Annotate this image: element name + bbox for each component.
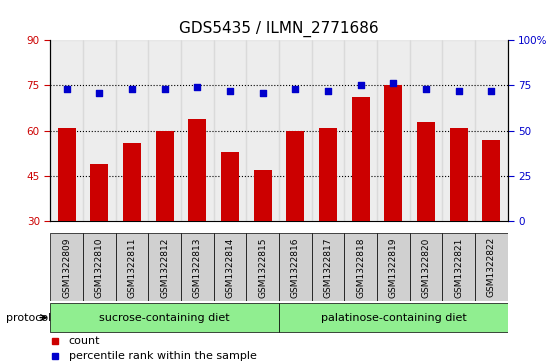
Point: [454, 88, 463, 94]
Bar: [246, 40, 279, 221]
Bar: [417, 122, 435, 221]
Bar: [483, 140, 501, 221]
Text: GSM1322815: GSM1322815: [258, 237, 267, 298]
Point: [160, 86, 169, 92]
Text: GSM1322813: GSM1322813: [193, 237, 202, 298]
Point: [291, 86, 300, 92]
Point: [127, 86, 136, 92]
Text: GSM1322816: GSM1322816: [291, 237, 300, 298]
Bar: [475, 233, 508, 301]
Bar: [442, 233, 475, 301]
Bar: [83, 233, 116, 301]
Point: [487, 88, 496, 94]
Text: GSM1322812: GSM1322812: [160, 237, 169, 298]
Bar: [188, 119, 206, 221]
Text: GSM1322817: GSM1322817: [324, 237, 333, 298]
Text: GSM1322811: GSM1322811: [127, 237, 136, 298]
Text: GSM1322822: GSM1322822: [487, 237, 496, 297]
Bar: [214, 233, 246, 301]
Bar: [279, 40, 312, 221]
Bar: [148, 40, 181, 221]
Bar: [148, 233, 181, 301]
Bar: [352, 97, 370, 221]
Bar: [50, 40, 83, 221]
Text: sucrose-containing diet: sucrose-containing diet: [99, 313, 230, 323]
Bar: [279, 233, 312, 301]
Bar: [116, 233, 148, 301]
Bar: [214, 40, 246, 221]
Bar: [181, 40, 214, 221]
Bar: [116, 40, 148, 221]
Point: [225, 88, 234, 94]
Bar: [319, 128, 337, 221]
Bar: [410, 233, 442, 301]
Bar: [450, 128, 468, 221]
Point: [324, 88, 333, 94]
Bar: [123, 143, 141, 221]
Bar: [279, 303, 508, 333]
Point: [258, 90, 267, 95]
Bar: [83, 40, 116, 221]
Bar: [344, 40, 377, 221]
Text: GSM1322814: GSM1322814: [225, 237, 234, 298]
Text: palatinose-containing diet: palatinose-containing diet: [320, 313, 466, 323]
Bar: [57, 128, 75, 221]
Point: [356, 82, 365, 88]
Bar: [410, 40, 442, 221]
Text: GSM1322821: GSM1322821: [454, 237, 463, 298]
Point: [389, 81, 398, 86]
Bar: [50, 303, 279, 333]
Text: protocol: protocol: [6, 313, 51, 323]
Text: GSM1322820: GSM1322820: [422, 237, 431, 298]
Text: GSM1322809: GSM1322809: [62, 237, 71, 298]
Text: percentile rank within the sample: percentile rank within the sample: [69, 351, 256, 361]
Bar: [377, 40, 410, 221]
Text: count: count: [69, 336, 100, 346]
Bar: [221, 152, 239, 221]
Point: [422, 86, 431, 92]
Bar: [156, 131, 174, 221]
Bar: [254, 170, 272, 221]
Bar: [181, 233, 214, 301]
Point: [62, 86, 71, 92]
Bar: [286, 131, 304, 221]
Text: GSM1322818: GSM1322818: [356, 237, 365, 298]
Point: [95, 90, 104, 95]
Bar: [475, 40, 508, 221]
Bar: [246, 233, 279, 301]
Title: GDS5435 / ILMN_2771686: GDS5435 / ILMN_2771686: [179, 21, 379, 37]
Text: GSM1322810: GSM1322810: [95, 237, 104, 298]
Bar: [442, 40, 475, 221]
Text: GSM1322819: GSM1322819: [389, 237, 398, 298]
Bar: [50, 233, 83, 301]
Bar: [312, 233, 344, 301]
Bar: [384, 85, 402, 221]
Bar: [312, 40, 344, 221]
Bar: [377, 233, 410, 301]
Bar: [344, 233, 377, 301]
Point: [193, 84, 202, 90]
Bar: [90, 164, 108, 221]
